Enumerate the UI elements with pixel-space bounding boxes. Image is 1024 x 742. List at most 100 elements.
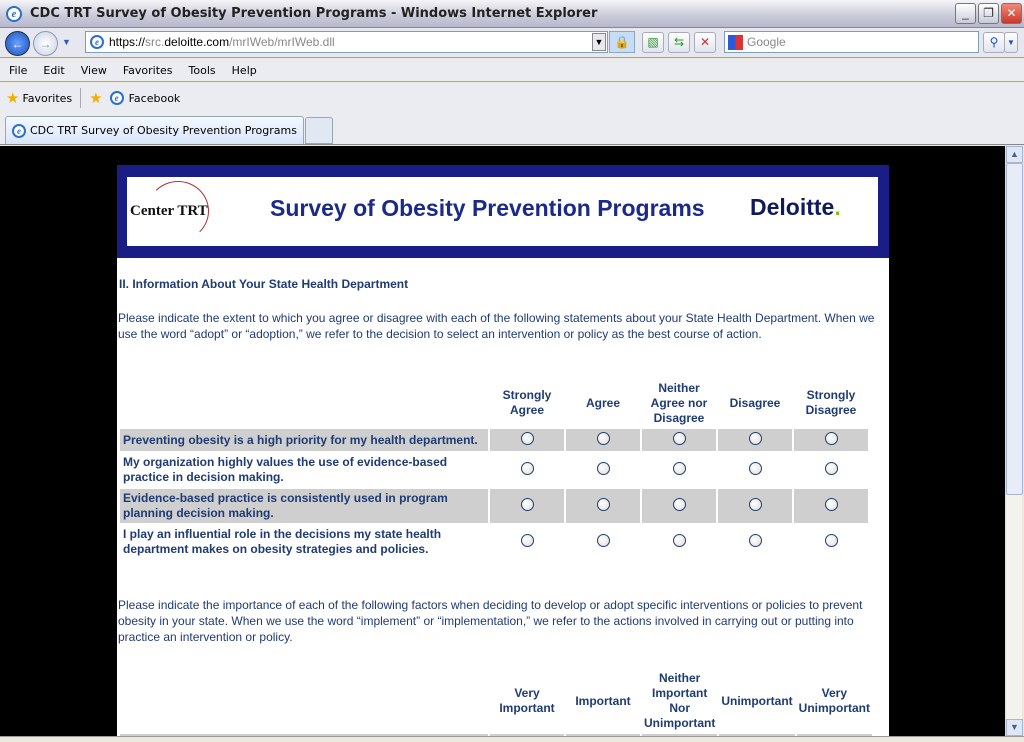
tab-ie-icon: e	[12, 123, 26, 138]
lock-icon[interactable]: 🔒	[609, 31, 635, 53]
close-button[interactable]: ✕	[1001, 3, 1022, 24]
question-text: I play an influential role in the decisi…	[123, 527, 442, 556]
menu-help[interactable]: Help	[231, 63, 257, 77]
menu-tools[interactable]: Tools	[188, 63, 216, 77]
col-strongly-disagree: Strongly Disagree	[805, 388, 857, 417]
question-text: My organization highly values the use of…	[123, 455, 448, 484]
favorites-button[interactable]: Favorites	[22, 91, 73, 105]
radio-agree[interactable]	[596, 498, 610, 511]
tab-label: CDC TRT Survey of Obesity Prevention Pro…	[30, 124, 297, 137]
menu-file[interactable]: File	[9, 63, 28, 77]
radio-strongly-agree[interactable]	[520, 498, 534, 511]
menu-edit[interactable]: Edit	[43, 63, 65, 77]
history-dropdown-icon[interactable]: ▼	[62, 37, 71, 47]
favorite-link-facebook[interactable]: Facebook	[128, 91, 181, 105]
agreement-grid: Strongly Agree Agree Neither Agree nor D…	[118, 377, 870, 561]
survey-banner: Center TRT Survey of Obesity Prevention …	[117, 165, 889, 258]
minimize-button[interactable]: _	[955, 3, 976, 24]
stop-icon[interactable]: ✕	[694, 32, 716, 53]
col-neither: Neither Important Nor Unimportant	[644, 671, 716, 730]
survey-title: Survey of Obesity Prevention Programs	[270, 195, 705, 221]
radio-agree[interactable]	[596, 534, 610, 547]
google-icon	[728, 35, 743, 50]
radio-neither[interactable]	[672, 498, 686, 511]
tab-survey[interactable]: e CDC TRT Survey of Obesity Prevention P…	[5, 116, 304, 144]
url-scheme: https://	[109, 35, 146, 49]
col-agree: Agree	[585, 395, 620, 410]
status-bar	[0, 736, 1024, 742]
radio-strongly-agree[interactable]	[520, 432, 534, 445]
radio-agree[interactable]	[596, 462, 610, 475]
intro-agree: Please indicate the extent to which you …	[118, 311, 875, 341]
ie-page-icon: e	[109, 91, 124, 105]
col-important: Important	[575, 693, 631, 708]
navigation-bar: ← → ▼ e https://src. deloitte.com/mrIWeb/…	[0, 28, 1024, 58]
radio-neither[interactable]	[672, 462, 686, 475]
search-icon[interactable]: ⚲	[983, 32, 1005, 53]
center-trt-logo-arc	[147, 181, 209, 241]
radio-strongly-disagree[interactable]	[824, 432, 838, 445]
survey-page: Center TRT Survey of Obesity Prevention …	[117, 165, 889, 742]
radio-strongly-disagree[interactable]	[824, 534, 838, 547]
radio-strongly-agree[interactable]	[520, 534, 534, 547]
address-dropdown-icon[interactable]: ▼	[592, 33, 606, 51]
back-button[interactable]: ←	[5, 31, 30, 56]
section-heading: II. Information About Your State Health …	[119, 277, 409, 291]
question-row: Evidence-based practice is consistently …	[120, 489, 868, 523]
col-very-important: Very Important	[499, 686, 555, 715]
tab-bar: e CDC TRT Survey of Obesity Prevention P…	[0, 113, 1024, 145]
search-placeholder: Google	[747, 35, 786, 49]
window-title: CDC TRT Survey of Obesity Prevention Pro…	[30, 6, 598, 21]
title-bar: e CDC TRT Survey of Obesity Prevention P…	[0, 0, 1024, 28]
page-icon: e	[90, 35, 104, 49]
divider	[80, 88, 82, 108]
col-neither: Neither Agree nor Disagree	[650, 380, 708, 425]
forward-button[interactable]: →	[33, 31, 58, 56]
radio-strongly-disagree[interactable]	[824, 498, 838, 511]
address-bar[interactable]: e https://src. deloitte.com/mrIWeb/mrIWeb…	[85, 31, 608, 53]
col-strongly-agree: Strongly Agree	[502, 388, 552, 417]
menu-view[interactable]: View	[80, 63, 107, 77]
restore-button[interactable]: ❐	[978, 3, 999, 24]
menu-bar: File Edit View Favorites Tools Help	[0, 59, 1024, 82]
scroll-up-icon[interactable]: ▲	[1006, 146, 1023, 163]
url-path: /mrIWeb/mrIWeb.dll	[229, 35, 335, 49]
compatibility-icon[interactable]: ▧	[642, 32, 664, 53]
scroll-down-icon[interactable]: ▼	[1006, 719, 1023, 736]
col-unimportant: Unimportant	[721, 693, 793, 708]
radio-disagree[interactable]	[748, 462, 762, 475]
page-content: Center TRT Survey of Obesity Prevention …	[0, 146, 1005, 742]
vertical-scrollbar[interactable]: ▲ ▼	[1005, 146, 1023, 736]
menu-favorites[interactable]: Favorites	[122, 63, 173, 77]
url-host: deloitte.com	[164, 35, 230, 49]
refresh-icon[interactable]: ⇆	[668, 32, 690, 53]
col-disagree: Disagree	[729, 395, 781, 410]
radio-disagree[interactable]	[748, 534, 762, 547]
search-options-icon[interactable]: ▼	[1004, 32, 1018, 53]
radio-agree[interactable]	[596, 432, 610, 445]
question-row: I play an influential role in the decisi…	[120, 525, 868, 559]
question-row: Preventing obesity is a high priority fo…	[120, 429, 868, 451]
add-favorite-icon[interactable]: ★	[89, 89, 103, 107]
favorites-star-icon: ★	[6, 89, 20, 107]
col-very-unimportant: Very Unimportant	[798, 686, 870, 715]
intro-importance: Please indicate the importance of each o…	[118, 598, 863, 644]
question-text: Evidence-based practice is consistently …	[120, 489, 488, 523]
search-input[interactable]: Google	[724, 31, 979, 53]
new-tab-button[interactable]	[305, 117, 333, 144]
importance-grid: Very Important Important Neither Importa…	[118, 668, 874, 742]
radio-strongly-disagree[interactable]	[824, 462, 838, 475]
url-subdomain: src.	[145, 35, 165, 49]
scroll-thumb[interactable]	[1006, 163, 1023, 495]
radio-strongly-agree[interactable]	[520, 462, 534, 475]
favorites-bar: ★ Favorites ★ e Facebook	[0, 83, 1024, 113]
question-text: Preventing obesity is a high priority fo…	[120, 429, 488, 451]
question-row: My organization highly values the use of…	[120, 453, 868, 487]
ie-icon: e	[6, 5, 22, 22]
center-trt-logo: Center TRT	[130, 203, 208, 219]
radio-neither[interactable]	[672, 534, 686, 547]
deloitte-logo: Deloitte.	[750, 194, 841, 220]
radio-neither[interactable]	[672, 432, 686, 445]
radio-disagree[interactable]	[748, 498, 762, 511]
radio-disagree[interactable]	[748, 432, 762, 445]
